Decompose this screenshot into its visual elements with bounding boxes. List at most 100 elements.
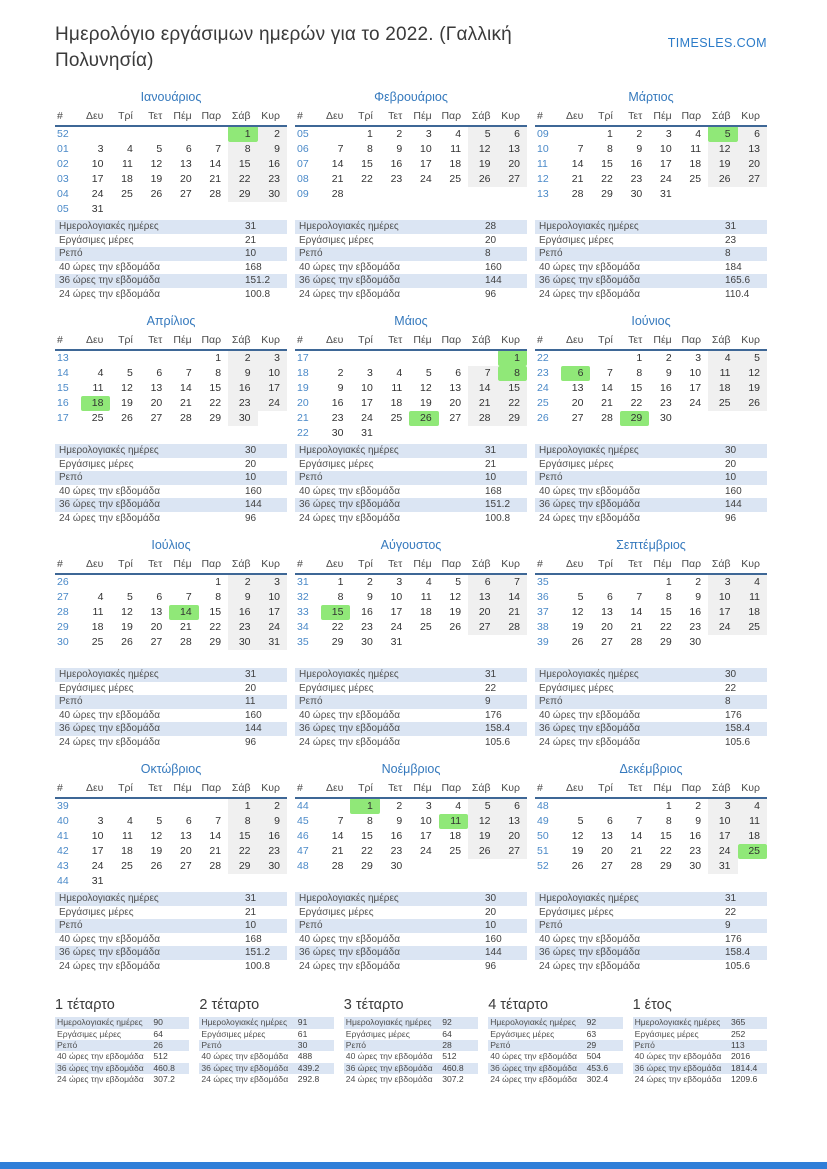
month-block: Ιανουάριος # Δευ Τρί Τετ Πέμ Παρ Σάβ Κυρ 52 1 2 01…: [55, 90, 287, 301]
day-name-header: Τετ: [379, 782, 410, 800]
summary-stat-value: 28: [442, 1040, 452, 1051]
day-cell: 2: [396, 128, 403, 141]
summary-stat-label: Ρεπό: [201, 1040, 222, 1051]
stat-row: Ημερολογιακές ημέρες 30: [535, 444, 767, 458]
day-name-header: Τετ: [619, 334, 650, 352]
week-row: 38 19 20 21 22 23 24 25: [535, 620, 767, 636]
week-number: 44: [297, 800, 309, 813]
week-row: 07 14 15 16 17 18 19 20: [295, 157, 527, 173]
day-cell: 10: [708, 814, 738, 830]
summary-stat-row: 36 ώρες την εβδομάδα 460.8: [55, 1062, 190, 1074]
stat-label: Εργάσιμες μέρες: [59, 682, 134, 694]
day-cell: 16: [257, 157, 287, 173]
day-name-header: Σάβ: [228, 782, 258, 800]
day-cell: 11: [92, 382, 104, 395]
day-cell: 11: [737, 590, 767, 606]
day-name-header: Τρί: [110, 558, 140, 576]
stat-label: Ημερολογιακές ημέρες: [299, 221, 399, 233]
day-cell: 4: [97, 591, 104, 604]
day-name-header: Πέμ: [649, 558, 679, 576]
week-number: 25: [537, 397, 549, 410]
day-cell: 14: [601, 382, 613, 395]
day-cell: 4: [127, 815, 133, 828]
day-cell: 12: [708, 142, 738, 158]
day-cell: 13: [601, 830, 613, 843]
day-name-header: Δευ: [321, 558, 351, 576]
stat-row: Ημερολογιακές ημέρες 30: [295, 892, 527, 906]
week-row: 39 1 2: [55, 798, 287, 815]
calendar-area: # Δευ Τρί Τετ Πέμ Παρ Σάβ Κυρ 39 1 2 40 3 4 5 6 7 8 9 41 10…: [55, 782, 287, 890]
day-cell: 30: [228, 635, 258, 651]
day-name-header: Κυρ: [257, 782, 287, 800]
stat-label: Ημερολογιακές ημέρες: [59, 669, 159, 681]
month-stats-table: Ημερολογιακές ημέρες 28 Εργάσιμες μέρες 20 Ρ…: [295, 220, 527, 301]
month-block: Φεβρουάριος # Δευ Τρί Τετ Πέμ Παρ Σάβ Κυρ 05 1 2 3…: [295, 90, 527, 301]
day-cell: 5: [455, 576, 462, 589]
day-cell: 9: [367, 591, 373, 604]
stat-row: 40 ώρες την εβδομάδα 160: [295, 261, 527, 275]
day-cell: 2: [337, 367, 344, 380]
week-number: 07: [297, 158, 309, 171]
stat-value: 151.2: [245, 275, 271, 287]
day-cell: 5: [468, 126, 498, 143]
day-cell: 26: [468, 172, 498, 188]
day-cell: 22: [361, 173, 373, 186]
day-cell: [409, 426, 438, 441]
summary-column: 1 έτος Ημερολογιακές ημέρες 365 Εργάσιμες …: [632, 997, 767, 1085]
stat-value: 10: [245, 248, 257, 260]
day-cell: 21: [571, 173, 584, 186]
week-number: 31: [297, 576, 309, 589]
stat-label: Ρεπό: [59, 472, 83, 484]
day-cell: [439, 187, 468, 202]
summary-stat-label: Ρεπό: [57, 1040, 78, 1051]
day-cell: 22: [601, 173, 613, 186]
day-cell: [620, 798, 649, 814]
summary-stat-value: 488: [297, 1051, 313, 1062]
week-row: 36 5 6 7 8 9 10 11: [535, 590, 767, 606]
day-cell: [679, 411, 708, 426]
stat-label: Ημερολογιακές ημέρες: [539, 221, 639, 233]
day-cell: 16: [228, 605, 258, 621]
stat-value: 105.6: [725, 736, 751, 748]
week-number: 47: [297, 845, 309, 858]
day-cell: [81, 350, 110, 366]
day-name-header: Δευ: [81, 782, 111, 800]
stat-row: 40 ώρες την εβδομάδα 176: [535, 933, 767, 947]
week-number: 48: [537, 800, 549, 813]
day-cell: 3: [425, 128, 432, 141]
day-cell: 13: [497, 142, 527, 158]
day-cell: 7: [636, 591, 643, 604]
day-name-header: Παρ: [678, 558, 709, 576]
day-cell: 29: [601, 188, 613, 201]
calendar-header-row: # Δευ Τρί Τετ Πέμ Παρ Σάβ Κυρ: [295, 558, 527, 576]
day-name-header: Τρί: [350, 110, 380, 128]
calendar-area: # Δευ Τρί Τετ Πέμ Παρ Σάβ Κυρ 05 1 2 3 4 5 6 06 7 8 9 10 11…: [295, 110, 527, 218]
summary-column: 1 τέταρτο Ημερολογιακές ημέρες 90 Εργάσιμε…: [55, 997, 190, 1085]
summary-title: 1 έτος: [632, 997, 672, 1014]
stat-value: 8: [725, 696, 731, 708]
day-cell: 17: [257, 605, 287, 621]
day-cell: 21: [630, 845, 643, 858]
day-cell: 20: [497, 829, 527, 845]
stat-label: Εργάσιμες μέρες: [299, 906, 374, 918]
week-row: 05 1 2 3 4 5 6: [295, 126, 527, 143]
day-cell: 16: [689, 606, 702, 619]
site-logo-link[interactable]: TIMESLES.COM: [667, 36, 767, 50]
stat-label: 40 ώρες την εβδομάδα: [539, 933, 640, 945]
stat-label: Ημερολογιακές ημέρες: [59, 893, 159, 905]
stat-label: 36 ώρες την εβδομάδα: [539, 723, 640, 735]
day-cell: [409, 859, 438, 874]
day-cell: 7: [215, 815, 222, 828]
day-cell: 8: [367, 143, 373, 156]
day-name-header: Τρί: [350, 782, 380, 800]
month-stats-table: Ημερολογιακές ημέρες 31 Εργάσιμες μέρες 23 Ρ…: [535, 220, 767, 301]
day-name-header: Παρ: [438, 782, 469, 800]
calendar-table: # Δευ Τρί Τετ Πέμ Παρ Σάβ Κυρ 26 1 2 3 27 4 5 6 7 8 9 10 28…: [55, 558, 287, 651]
summary-stat-label: 36 ώρες την εβδομάδα: [345, 1062, 433, 1073]
stat-value: 151.2: [485, 499, 511, 511]
stat-row: Εργάσιμες μέρες 20: [55, 458, 287, 472]
week-row: 15 11 12 13 14 15 16 17: [55, 381, 287, 397]
week-col-header: #: [535, 334, 561, 352]
stat-value: 10: [245, 472, 257, 484]
week-col-header: #: [535, 110, 561, 128]
